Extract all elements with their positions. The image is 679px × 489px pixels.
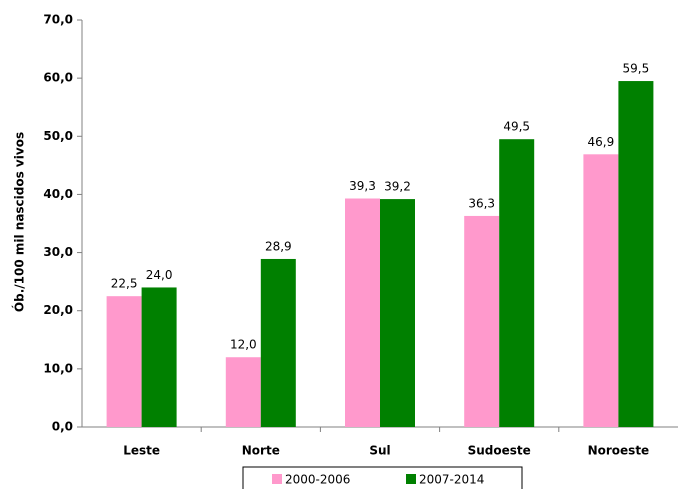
- y-tick-label: 50,0: [43, 129, 73, 143]
- x-tick-label: Sul: [369, 444, 390, 458]
- x-tick-label: Noroeste: [588, 444, 650, 458]
- bar: [141, 287, 177, 427]
- legend-label: 2000-2006: [285, 473, 350, 487]
- legend-swatch: [406, 474, 416, 484]
- value-label: 46,9: [588, 135, 615, 149]
- y-axis-title: Ób./100 mil nascidos vivos: [12, 132, 27, 312]
- y-tick-label: 70,0: [43, 13, 73, 27]
- x-tick-label: Leste: [123, 444, 160, 458]
- x-tick-label: Norte: [242, 444, 280, 458]
- value-label: 22,5: [111, 277, 138, 291]
- bar: [345, 198, 380, 427]
- legend-swatch: [272, 474, 282, 484]
- y-tick-label: 40,0: [43, 187, 73, 201]
- bar: [225, 357, 261, 427]
- y-tick-label: 30,0: [43, 245, 73, 259]
- legend-box: [242, 466, 523, 489]
- y-tick-label: 60,0: [43, 71, 73, 85]
- y-tick-label: 20,0: [43, 303, 73, 317]
- y-tick-label: 10,0: [43, 361, 73, 375]
- value-label: 28,9: [265, 239, 292, 253]
- bar: [499, 139, 535, 427]
- value-label: 39,3: [349, 179, 376, 193]
- legend-label: 2007-2014: [419, 473, 484, 487]
- bar: [464, 215, 500, 427]
- value-label: 24,0: [146, 268, 173, 282]
- value-label: 36,3: [468, 196, 495, 210]
- value-label: 12,0: [230, 338, 257, 352]
- bar: [380, 199, 415, 427]
- bar: [106, 296, 142, 427]
- y-tick-label: 0,0: [52, 420, 73, 434]
- bar: [618, 81, 654, 428]
- value-label: 59,5: [623, 62, 650, 76]
- bar: [260, 258, 296, 427]
- value-label: 39,2: [384, 180, 411, 194]
- bar: [583, 154, 619, 427]
- value-label: 49,5: [503, 120, 530, 134]
- x-tick-label: Sudoeste: [468, 444, 531, 458]
